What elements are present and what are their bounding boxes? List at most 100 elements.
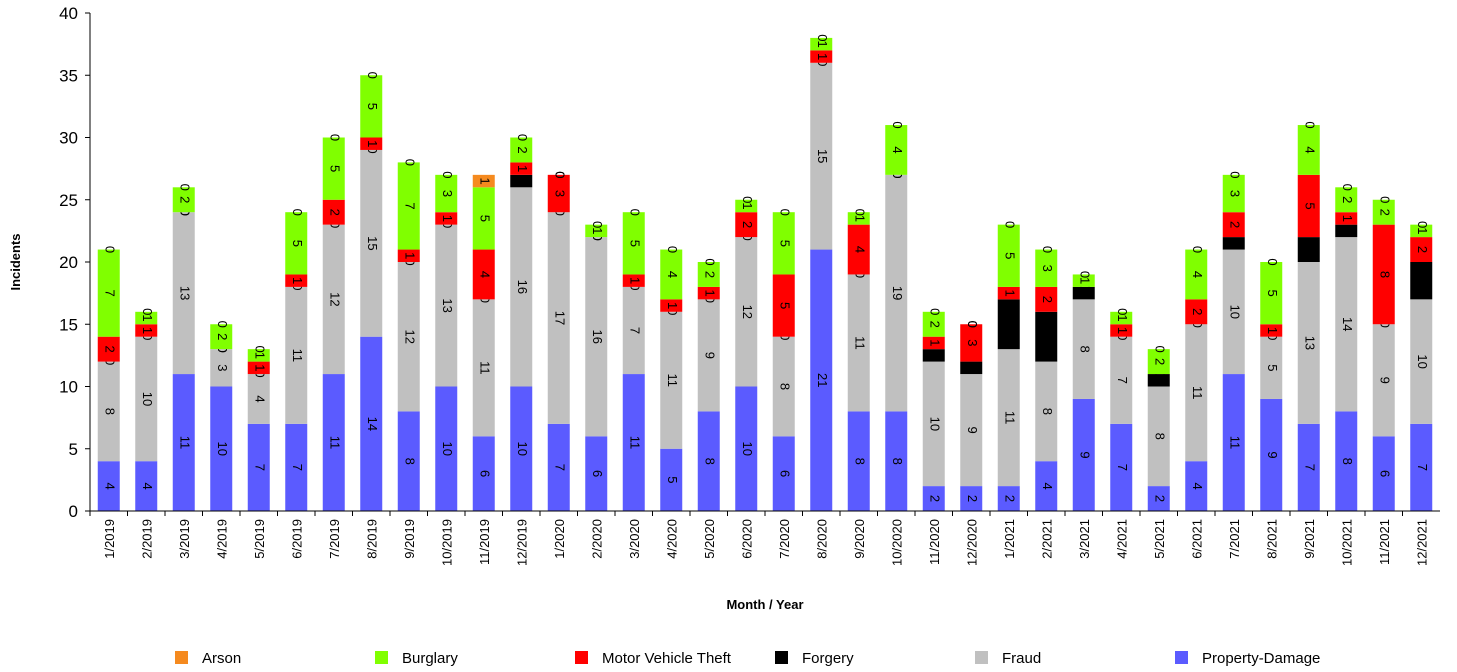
bar-segment — [922, 311, 945, 337]
value-label: 0 — [590, 221, 605, 228]
bar-segment — [547, 174, 570, 213]
value-label: 21 — [815, 373, 830, 387]
bar-segment — [510, 162, 533, 175]
bar-segment — [810, 37, 833, 51]
bar-segment — [1260, 262, 1283, 325]
value-label: 3 — [1415, 277, 1430, 284]
value-label: 11 — [290, 349, 305, 363]
value-label: 19 — [890, 286, 905, 300]
value-label: 0 — [852, 271, 867, 278]
value-label: 0 — [590, 233, 605, 240]
bar-segment — [397, 411, 420, 511]
value-label: 1 — [140, 327, 155, 334]
bar-segment — [772, 274, 795, 337]
x-tick-label: 8/2020 — [814, 519, 829, 559]
value-label: 5 — [290, 240, 305, 247]
bar-segment — [247, 361, 270, 375]
y-tick-label: 10 — [59, 378, 78, 397]
bar-segment — [1222, 374, 1245, 511]
x-tick-label: 10/2019 — [439, 519, 454, 566]
bar-segment — [360, 149, 383, 337]
value-label: 1 — [252, 352, 267, 359]
value-label: 1 — [1002, 290, 1017, 297]
y-tick-label: 30 — [59, 129, 78, 148]
bar-segment — [810, 62, 833, 250]
bar-segment — [1185, 461, 1208, 511]
value-label: 12 — [327, 292, 342, 306]
bar-segment — [585, 224, 608, 238]
value-label: 5 — [777, 240, 792, 247]
legend-swatch — [775, 651, 788, 664]
value-label: 4 — [852, 246, 867, 253]
value-label: 7 — [252, 464, 267, 471]
bar-segment — [472, 187, 495, 250]
bar-segment — [697, 411, 720, 511]
bar-segment — [847, 212, 870, 225]
value-label: 0 — [740, 196, 755, 203]
value-label: 5 — [627, 240, 642, 247]
bar-segment — [97, 461, 120, 511]
value-label: 0 — [815, 34, 830, 41]
bar-segment — [1072, 398, 1095, 511]
bar-segment — [922, 486, 945, 511]
bar-segment — [1297, 237, 1320, 262]
bar-segment — [660, 249, 683, 300]
bar-segment — [1372, 324, 1395, 437]
value-label: 5 — [365, 103, 380, 110]
value-label: 3 — [1227, 190, 1242, 197]
value-label: 7 — [1115, 464, 1130, 471]
value-label: 4 — [1190, 482, 1205, 489]
value-label: 0 — [815, 59, 830, 66]
value-label: 1 — [665, 302, 680, 309]
bar-segment — [622, 212, 645, 275]
x-tick-label: 10/2021 — [1339, 519, 1354, 566]
value-label: 0 — [1302, 121, 1317, 128]
bar-segment — [247, 349, 270, 362]
value-label: 11 — [1190, 386, 1205, 400]
value-label: 0 — [440, 171, 455, 178]
bar-segment — [135, 311, 158, 325]
y-tick-label: 5 — [69, 440, 78, 459]
value-label: 0 — [627, 209, 642, 216]
value-label: 0 — [290, 209, 305, 216]
x-tick-label: 3/2021 — [1077, 519, 1092, 559]
value-label: 7 — [552, 464, 567, 471]
value-label: 3 — [552, 190, 567, 197]
bar-segment — [960, 374, 983, 487]
bar-segment — [772, 212, 795, 275]
value-label: 13 — [1302, 336, 1317, 350]
value-label: 2 — [327, 209, 342, 216]
value-label: 4 — [252, 395, 267, 402]
value-label: 15 — [365, 236, 380, 250]
bar-segment — [1222, 212, 1245, 238]
bar-segment — [660, 448, 683, 511]
value-label: 1 — [815, 41, 830, 48]
value-label: 10 — [927, 417, 942, 431]
bar-segment — [1185, 249, 1208, 300]
value-label: 2 — [102, 346, 117, 353]
y-tick-label: 20 — [59, 253, 78, 272]
x-tick-label: 5/2019 — [252, 519, 267, 559]
value-label: 1 — [1265, 327, 1280, 334]
x-tick-label: 7/2021 — [1227, 519, 1242, 559]
legend-swatch — [975, 651, 988, 664]
value-label: 0 — [777, 209, 792, 216]
value-label: 2 — [1340, 196, 1355, 203]
value-label: 1 — [1340, 227, 1355, 234]
bar-segment — [510, 137, 533, 163]
bar-segment — [997, 486, 1020, 511]
value-label: 0 — [177, 184, 192, 191]
value-label: 0 — [140, 308, 155, 315]
bar-segment — [847, 411, 870, 511]
x-tick-label: 6/2020 — [739, 519, 754, 559]
value-label: 13 — [177, 286, 192, 300]
x-tick-label: 4/2020 — [664, 519, 679, 559]
value-label: 13 — [440, 298, 455, 312]
value-label: 11 — [477, 361, 492, 375]
bar-segment — [1410, 423, 1433, 511]
bar-segment — [997, 286, 1020, 300]
bar-segment — [1335, 212, 1358, 225]
value-label: 1 — [402, 252, 417, 259]
bar-segment — [847, 274, 870, 412]
